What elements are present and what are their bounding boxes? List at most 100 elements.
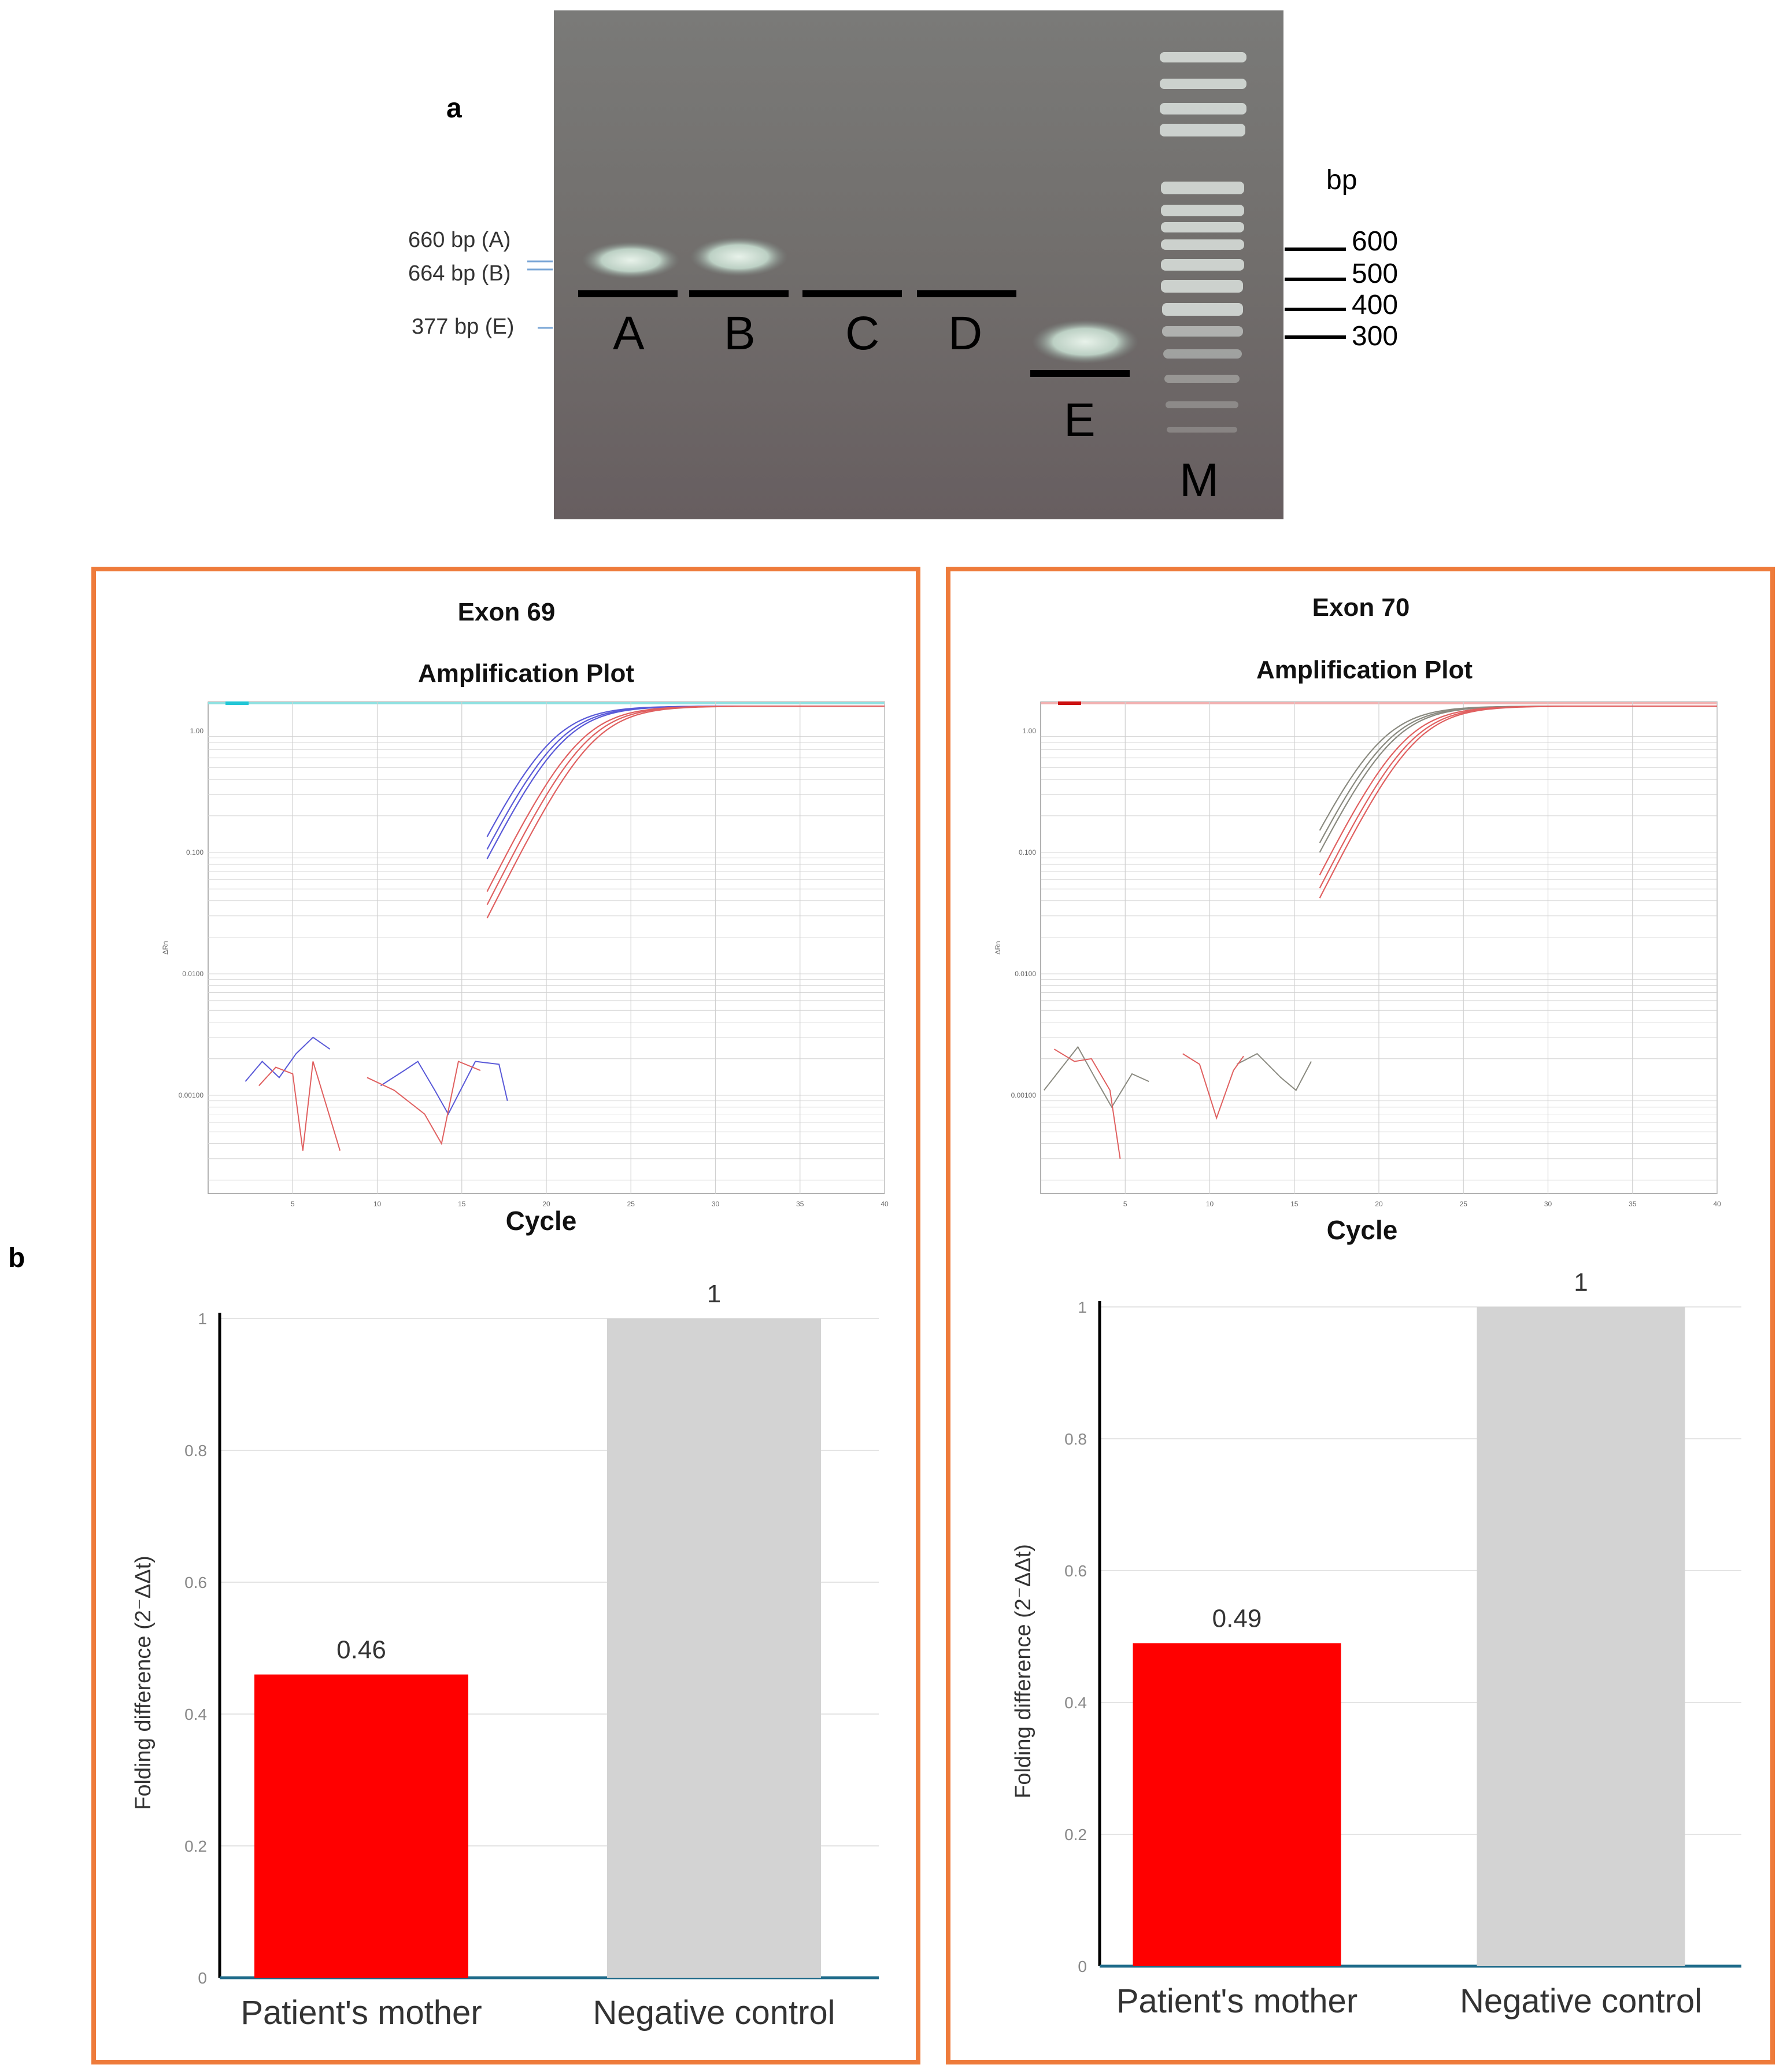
bar-y-tick: 0.8 bbox=[1064, 1430, 1087, 1448]
ladder-mark-400: 400 bbox=[1352, 290, 1399, 320]
exon-70-bar-chart: 0 0.2 0.4 0.6 0.8 1 0.49 Patient's mother 1 Negat… bbox=[996, 1261, 1764, 2036]
bar-y-tick: 0.2 bbox=[1064, 1826, 1087, 1844]
x-tick-label: 35 bbox=[796, 1200, 804, 1208]
exon-70-box bbox=[946, 567, 1775, 2064]
ladder-ticks bbox=[1285, 248, 1346, 339]
x-tick-label: 5 bbox=[291, 1200, 295, 1208]
exon-70-amplification-plot: 5 10 15 20 25 30 35 40 1.00 0.100 0.0100 0.00100 ΔRn bbox=[994, 701, 1721, 1208]
y-tick-label: 1.00 bbox=[190, 727, 204, 735]
annotation-660bp: 660 bp (A) bbox=[408, 228, 511, 252]
y-tick-label: 1.00 bbox=[1023, 727, 1037, 735]
bar-category-label: Patient's mother bbox=[1116, 1982, 1357, 2020]
panel-b-label: b bbox=[8, 1243, 25, 1273]
baseline-noise bbox=[367, 1061, 481, 1146]
baseline-noise bbox=[1236, 1052, 1312, 1091]
bar-category-label: Patient's mother bbox=[241, 1994, 482, 2032]
y-tick-label: 0.0100 bbox=[1015, 970, 1036, 978]
bar-value-label: 0.46 bbox=[336, 1636, 386, 1664]
y-tick-label: 0.100 bbox=[1019, 848, 1036, 856]
x-tick-label: 30 bbox=[1544, 1200, 1552, 1208]
bp-header: bp bbox=[1326, 165, 1357, 195]
ladder-lane bbox=[1160, 52, 1246, 433]
baseline-noise bbox=[1182, 1053, 1244, 1120]
baseline-noise bbox=[245, 1036, 331, 1082]
bar-value-label: 1 bbox=[1574, 1268, 1588, 1297]
annotation-664bp: 664 bp (B) bbox=[408, 261, 511, 286]
amplification-curve bbox=[486, 706, 885, 919]
annotation-377bp: 377 bp (E) bbox=[412, 315, 515, 339]
bar-category-label: Negative control bbox=[1460, 1982, 1702, 2020]
bar-value-label: 0.49 bbox=[1212, 1604, 1262, 1633]
bar-y-tick: 1 bbox=[198, 1310, 207, 1328]
x-tick-label: 40 bbox=[881, 1200, 889, 1208]
bar-patients-mother bbox=[1133, 1643, 1341, 1966]
band-A bbox=[582, 242, 679, 279]
bar-negative-control bbox=[607, 1318, 821, 1978]
bar-y-tick: 0.4 bbox=[1064, 1694, 1087, 1712]
bar-y-tick: 0 bbox=[198, 1969, 207, 1987]
bar-y-tick: 0.4 bbox=[184, 1705, 207, 1723]
x-tick-label: 15 bbox=[1290, 1200, 1299, 1208]
panel-a-label: a bbox=[446, 93, 462, 124]
exon-69-title: Exon 69 bbox=[457, 598, 556, 626]
bar-y-tick: 0.6 bbox=[1064, 1562, 1087, 1580]
lane-label-B: B bbox=[724, 307, 756, 360]
baseline-noise bbox=[1044, 1046, 1149, 1109]
bar-y-tick: 1 bbox=[1078, 1298, 1087, 1316]
bar-chart-svg: 0 0.2 0.4 0.6 0.8 1 0.46 Patient's mother 1 Negat… bbox=[131, 1280, 879, 2032]
amplification-curve bbox=[1319, 706, 1717, 899]
band-B bbox=[690, 237, 787, 276]
bar-patients-mother bbox=[254, 1674, 468, 1978]
bar-category-label: Negative control bbox=[593, 1994, 835, 2032]
bar-y-tick: 0.2 bbox=[184, 1837, 207, 1855]
x-tick-label: 30 bbox=[712, 1200, 720, 1208]
lane-underlines bbox=[578, 290, 1130, 377]
y-tick-label: 0.100 bbox=[186, 848, 204, 856]
exon-69-amp-title: Amplification Plot bbox=[418, 659, 634, 688]
ladder-mark-300: 300 bbox=[1352, 321, 1399, 352]
baseline-noise bbox=[380, 1061, 508, 1116]
x-tick-label: 20 bbox=[1375, 1200, 1383, 1208]
lane-label-M: M bbox=[1179, 454, 1219, 507]
baseline-noise bbox=[1053, 1048, 1121, 1159]
x-tick-label: 20 bbox=[542, 1200, 550, 1208]
gel-image bbox=[554, 10, 1283, 519]
ladder-mark-500: 500 bbox=[1352, 258, 1399, 289]
ladder-mark-600: 600 bbox=[1352, 226, 1399, 257]
x-tick-label: 40 bbox=[1713, 1200, 1721, 1208]
y-tick-label: 0.00100 bbox=[1011, 1091, 1037, 1099]
lane-label-E: E bbox=[1064, 394, 1096, 446]
lane-label-D: D bbox=[948, 307, 983, 360]
exon-70-cycle-label: Cycle bbox=[1326, 1215, 1398, 1245]
bar-y-tick: 0.8 bbox=[184, 1442, 207, 1460]
bar-negative-control bbox=[1477, 1307, 1685, 1966]
x-tick-label: 25 bbox=[627, 1200, 635, 1208]
y-axis-label: ΔRn bbox=[161, 941, 169, 954]
lane-label-C: C bbox=[845, 307, 880, 360]
y-axis-label: ΔRn bbox=[994, 941, 1002, 954]
x-tick-label: 10 bbox=[1206, 1200, 1214, 1208]
exon-69-cycle-label: Cycle bbox=[505, 1206, 577, 1236]
x-tick-label: 5 bbox=[1123, 1200, 1127, 1208]
bar-y-tick: 0 bbox=[1078, 1957, 1087, 1975]
exon-69-box bbox=[91, 567, 920, 2064]
y-tick-label: 0.00100 bbox=[179, 1091, 204, 1099]
exon-69-bar-chart: 0 0.2 0.4 0.6 0.8 1 0.46 Patient's mother 1 Negat… bbox=[116, 1272, 902, 2047]
baseline-noise bbox=[258, 1061, 341, 1151]
annotation-ticks bbox=[527, 260, 553, 329]
bar-y-axis-label: Folding difference (2⁻ΔΔt) bbox=[131, 1556, 156, 1810]
x-tick-label: 25 bbox=[1460, 1200, 1468, 1208]
exon-70-title: Exon 70 bbox=[1312, 593, 1410, 622]
bar-y-tick: 0.6 bbox=[184, 1574, 207, 1591]
x-tick-label: 15 bbox=[458, 1200, 466, 1208]
y-tick-label: 0.0100 bbox=[182, 970, 204, 978]
exon-70-amp-title: Amplification Plot bbox=[1256, 656, 1473, 684]
band-E bbox=[1032, 320, 1138, 364]
bar-y-axis-label: Folding difference (2⁻ΔΔt) bbox=[1011, 1544, 1035, 1798]
bar-value-label: 1 bbox=[707, 1280, 721, 1308]
exon-69-amplification-plot: 5 10 15 20 25 30 35 40 1.00 0.100 0.0100 0.00100 ΔRn bbox=[161, 701, 889, 1208]
x-tick-label: 10 bbox=[373, 1200, 382, 1208]
x-tick-label: 35 bbox=[1629, 1200, 1637, 1208]
lane-label-A: A bbox=[613, 307, 645, 360]
bar-chart-svg: 0 0.2 0.4 0.6 0.8 1 0.49 Patient's mother 1 Negat… bbox=[1011, 1268, 1741, 2020]
